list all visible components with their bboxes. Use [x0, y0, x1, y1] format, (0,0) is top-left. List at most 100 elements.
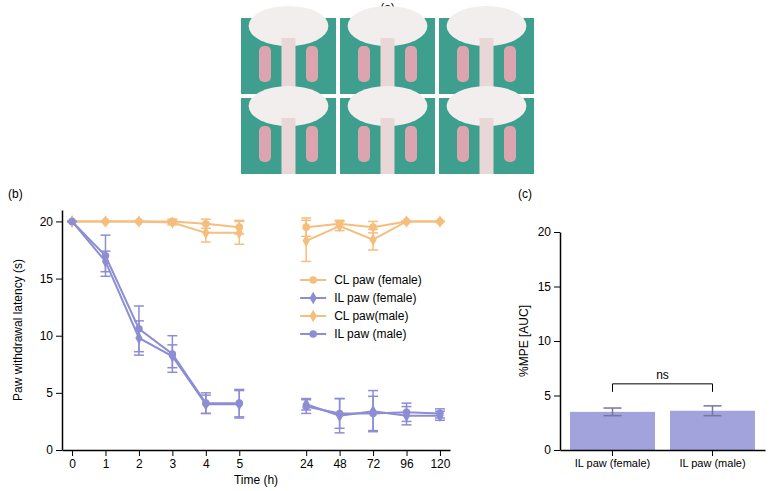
x-tick-label: 4 — [203, 457, 210, 471]
x-tick-mark — [440, 450, 441, 456]
y-tick: 10 — [538, 334, 560, 348]
error-cap — [368, 390, 378, 392]
x-axis-title: Time (h) — [234, 473, 278, 487]
x-tick-label: 24 — [300, 457, 314, 471]
photo — [439, 6, 534, 94]
marker — [135, 325, 143, 333]
x-tick: 3 — [170, 450, 177, 471]
error-cap — [234, 244, 244, 246]
line — [72, 221, 440, 240]
error-cap — [234, 417, 244, 419]
marker — [436, 215, 443, 227]
error-bar — [234, 221, 244, 244]
y-tick-mark — [56, 393, 62, 394]
photo — [340, 86, 435, 174]
x-tick-mark — [105, 450, 106, 456]
marker — [68, 215, 75, 227]
error-cap — [234, 221, 244, 223]
y-tick-mark — [554, 232, 560, 233]
x-tick: IL paw (male) — [679, 450, 745, 469]
marker — [68, 215, 75, 227]
error-cap — [167, 372, 177, 374]
error-cap — [335, 428, 345, 430]
y-tick-mark — [56, 221, 62, 222]
error-bar — [604, 408, 622, 416]
marker — [169, 350, 177, 358]
y-axis: 05101520 — [538, 225, 561, 457]
error-cap — [704, 415, 722, 417]
photo-paw — [457, 46, 469, 82]
error-cap — [301, 220, 311, 222]
error-cap — [201, 218, 211, 220]
photo — [241, 86, 336, 174]
y-tick: 15 — [40, 272, 62, 286]
y-tick-mark — [554, 287, 560, 288]
error-cap — [335, 398, 345, 400]
error-bar — [201, 224, 211, 242]
error-bar — [134, 306, 144, 352]
y-tick-label: 0 — [46, 443, 53, 457]
x-tick-mark — [612, 450, 613, 456]
y-tick: 5 — [544, 389, 560, 403]
legend-label: CL paw (female) — [334, 273, 422, 287]
error-cap — [402, 402, 412, 404]
legend-entry: IL paw (female) — [300, 291, 416, 305]
x-tick: 5 — [236, 450, 243, 471]
marker — [336, 410, 344, 418]
x-tick: 120 — [430, 450, 450, 471]
x-tick: IL paw (female) — [575, 450, 650, 469]
photo-tail — [381, 38, 395, 94]
error-bar — [201, 393, 211, 414]
error-bar — [301, 400, 311, 414]
panel-label: (c) — [518, 187, 532, 201]
y-tick: 0 — [46, 443, 62, 457]
figure: (a)(b)0510152001234524487296120Time (h)P… — [0, 0, 779, 491]
x-tick-label: IL paw (female) — [575, 457, 650, 469]
photo-tail — [282, 118, 296, 174]
series — [67, 215, 445, 433]
error-cap — [201, 413, 211, 415]
marker — [369, 410, 377, 418]
y-tick-mark — [554, 341, 560, 342]
marker — [403, 409, 411, 417]
line-chart: (b)0510152001234524487296120Time (h)Paw … — [8, 187, 451, 487]
error-cap — [134, 351, 144, 353]
error-cap — [368, 229, 378, 231]
error-cap — [301, 413, 311, 415]
error-bar — [368, 229, 378, 250]
x-tick-label: 120 — [430, 457, 450, 471]
marker — [436, 410, 444, 418]
error-cap — [167, 335, 177, 337]
y-axis: 05101520 — [40, 211, 63, 458]
error-cap — [402, 424, 412, 426]
marker — [102, 215, 109, 227]
marker — [235, 399, 243, 407]
error-cap — [435, 408, 445, 410]
y-tick-mark — [56, 279, 62, 280]
x-axis: 01234524487296120 — [63, 450, 451, 471]
y-tick-label: 5 — [544, 389, 551, 403]
photo-tail — [480, 38, 494, 94]
error-bar — [234, 389, 244, 416]
legend-marker — [309, 276, 317, 284]
photo-tail — [282, 38, 296, 94]
bar — [670, 411, 755, 450]
legend-label: IL paw (female) — [334, 291, 416, 305]
error-cap — [368, 431, 378, 433]
y-tick-label: 20 — [538, 225, 552, 239]
y-tick-label: 10 — [40, 329, 54, 343]
x-tick-label: 5 — [236, 457, 243, 471]
marker — [302, 403, 310, 411]
error-bar — [402, 407, 412, 425]
error-cap — [368, 221, 378, 223]
error-cap — [301, 217, 311, 219]
error-cap — [201, 241, 211, 243]
x-tick-mark — [407, 450, 408, 456]
annotation: ns — [656, 368, 669, 382]
marker — [68, 218, 76, 226]
legend-entry: CL paw(male) — [300, 309, 408, 323]
y-axis-title: %MPE [AUC] — [517, 305, 531, 377]
series — [67, 215, 445, 261]
marker — [169, 216, 176, 228]
x-axis-line — [561, 450, 766, 452]
